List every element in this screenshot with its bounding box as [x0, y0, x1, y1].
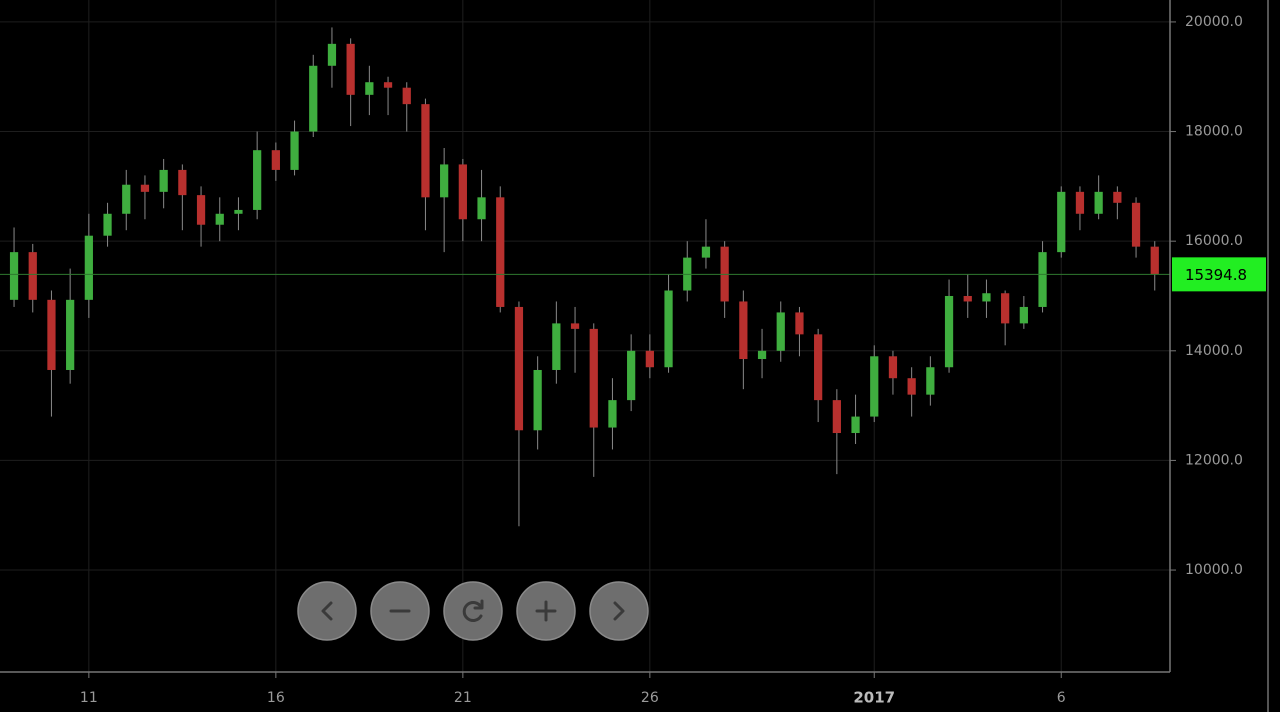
candle-body	[1113, 191, 1122, 203]
candle-body	[1131, 202, 1141, 247]
candle-body	[140, 184, 150, 192]
last-price-tag	[1172, 257, 1266, 292]
candle-body	[290, 131, 299, 170]
toolbar	[297, 581, 649, 641]
candle-body	[1075, 191, 1085, 214]
zoom-in-button[interactable]	[516, 581, 576, 641]
x-tick-label: 2017	[853, 689, 895, 707]
x-tick-label: 16	[267, 690, 285, 706]
candle-body	[926, 367, 935, 395]
candle-body	[1150, 246, 1159, 275]
y-tick-label: 20000.0	[1185, 14, 1243, 30]
candle-body	[402, 87, 411, 105]
candle-body	[365, 82, 374, 95]
candle-body	[552, 323, 561, 370]
candle-body	[1057, 191, 1066, 253]
candle-body	[1094, 191, 1103, 214]
zoom-out-button[interactable]	[370, 581, 430, 641]
candle-body	[608, 400, 617, 428]
y-tick-label: 16000.0	[1185, 233, 1243, 249]
candle-body	[1001, 293, 1010, 324]
candle-body	[440, 164, 449, 198]
candle-body	[795, 312, 804, 335]
candle-body	[664, 290, 673, 368]
y-tick-label: 12000.0	[1185, 452, 1243, 468]
candle-body	[757, 350, 767, 360]
candle-body	[477, 197, 486, 220]
candle-body	[832, 400, 841, 434]
candle-body	[1038, 252, 1047, 307]
candle-body	[776, 312, 785, 351]
candle-body	[645, 350, 654, 368]
y-tick-label: 10000.0	[1185, 562, 1243, 578]
candle-body	[1019, 306, 1028, 324]
y-tick-label: 18000.0	[1185, 124, 1243, 140]
candle-body	[739, 301, 748, 360]
candle-body	[327, 43, 337, 66]
candle-body	[814, 334, 823, 401]
candle-body	[66, 299, 75, 370]
candle-body	[47, 299, 56, 370]
candle-body	[701, 246, 711, 258]
candles	[0, 27, 1170, 527]
candle-body	[234, 209, 243, 214]
candle-body	[309, 65, 318, 132]
reset-button[interactable]	[443, 581, 503, 641]
candle-body	[178, 169, 187, 196]
candle-body	[851, 416, 860, 434]
y-tick-label: 14000.0	[1185, 343, 1243, 359]
candle-body	[28, 252, 37, 300]
scroll-right-button[interactable]	[589, 581, 649, 641]
candle-body	[458, 164, 467, 220]
candle-body	[982, 293, 991, 302]
candle-body	[215, 213, 224, 225]
candle-body	[589, 328, 598, 428]
last-price-label: 15394.8	[1185, 266, 1247, 284]
x-tick-label: 21	[454, 690, 472, 706]
candle-body	[383, 82, 393, 88]
candle-body	[122, 184, 131, 214]
candle-body	[888, 356, 898, 379]
candle-body	[570, 323, 580, 329]
candle-body	[271, 150, 280, 170]
candle-body	[196, 195, 206, 225]
candle-body	[533, 369, 542, 431]
x-tick-label: 11	[80, 690, 98, 706]
scroll-left-button[interactable]	[297, 581, 357, 641]
candle-body	[870, 356, 879, 417]
candle-body	[421, 104, 430, 198]
candle-body	[9, 252, 19, 300]
candle-body	[253, 150, 262, 210]
candle-body	[103, 213, 112, 236]
candle-body	[496, 197, 505, 307]
candle-body	[84, 235, 93, 300]
candle-body	[963, 295, 972, 302]
x-tick-label: 26	[641, 690, 659, 706]
candle-body	[907, 378, 916, 395]
candle-body	[627, 350, 636, 401]
candle-body	[514, 306, 524, 431]
candle-body	[944, 295, 954, 368]
x-tick-label: 6	[1057, 690, 1066, 706]
candle-body	[159, 169, 168, 192]
candle-body	[346, 43, 355, 95]
